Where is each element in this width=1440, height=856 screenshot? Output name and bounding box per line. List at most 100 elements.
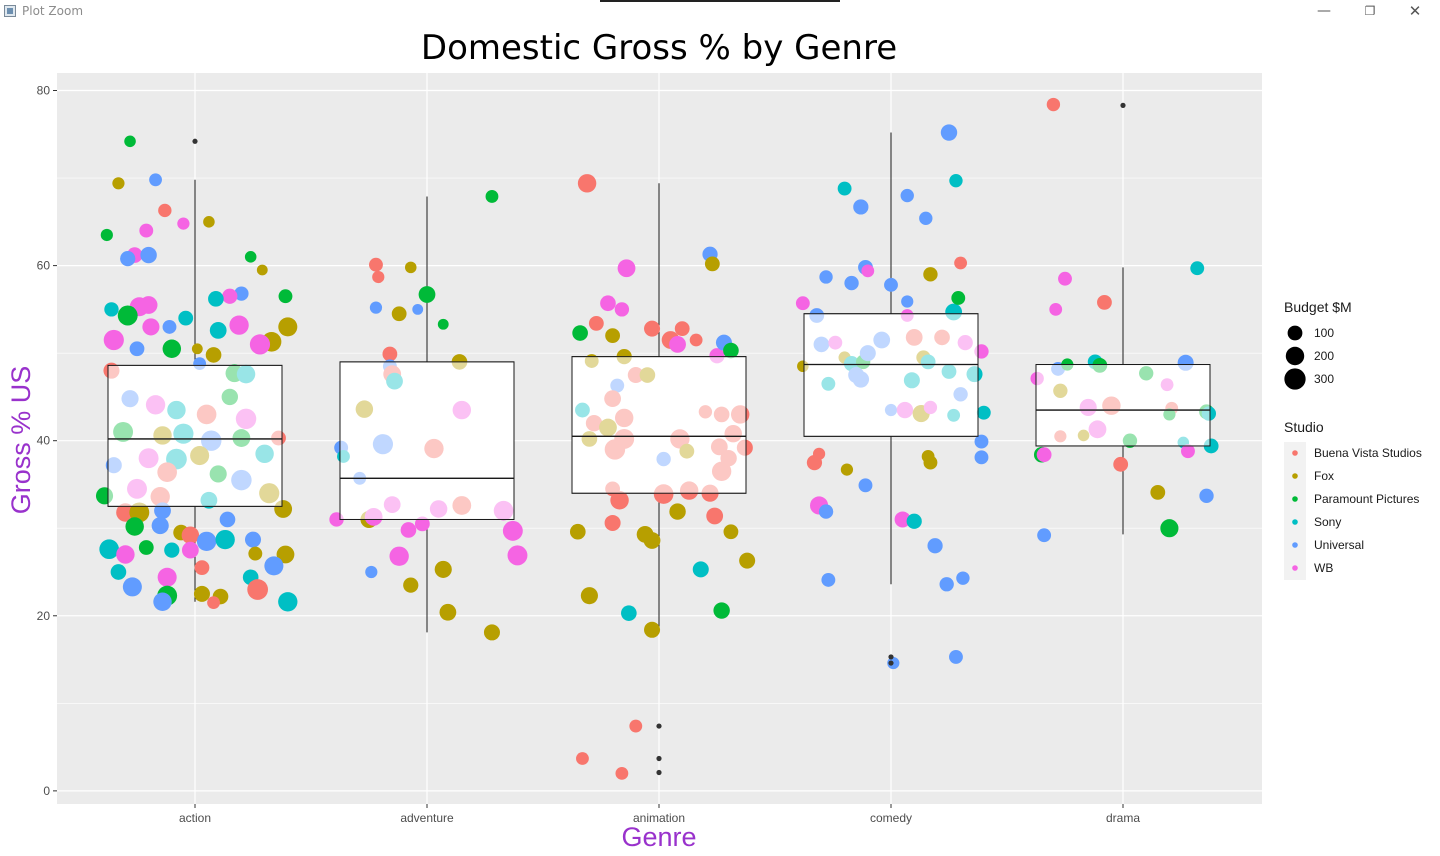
data-point <box>577 174 597 193</box>
data-point <box>104 302 119 317</box>
data-point <box>1097 294 1112 310</box>
data-point <box>219 511 236 528</box>
outlier-point <box>192 138 198 144</box>
data-point <box>162 339 182 358</box>
title-bar-strip <box>600 0 840 2</box>
data-point <box>956 571 970 585</box>
close-icon[interactable]: ✕ <box>1408 2 1422 20</box>
box-overlay <box>1035 364 1211 447</box>
data-point <box>103 329 124 351</box>
data-point <box>1150 484 1166 500</box>
data-point <box>207 596 220 610</box>
data-point <box>812 447 826 460</box>
data-point <box>203 216 215 228</box>
size-legend-key <box>1287 325 1303 341</box>
data-point <box>689 333 703 347</box>
data-point <box>704 256 720 272</box>
data-point <box>644 621 661 638</box>
data-point <box>1113 456 1129 472</box>
data-point <box>976 405 991 420</box>
data-point <box>939 577 954 592</box>
data-point <box>120 250 136 267</box>
data-point <box>1046 97 1061 112</box>
data-point <box>138 540 154 555</box>
data-point <box>1036 447 1052 463</box>
color-legend-key <box>1292 565 1298 571</box>
data-point <box>278 592 298 612</box>
data-point <box>644 320 661 337</box>
y-tick-label: 20 <box>37 609 51 623</box>
data-point <box>234 286 249 301</box>
data-point <box>569 523 586 540</box>
data-point <box>437 318 449 330</box>
data-point <box>821 572 836 587</box>
data-point <box>1037 528 1052 543</box>
data-point <box>191 343 203 355</box>
window-title-bar: Plot Zoom — ❐ ✕ <box>0 0 1440 22</box>
box-overlay <box>339 361 515 520</box>
data-point <box>837 181 852 196</box>
data-point <box>116 503 135 522</box>
y-tick-label: 60 <box>37 259 51 273</box>
color-legend-key <box>1292 473 1298 479</box>
data-point <box>629 719 643 733</box>
data-point <box>1190 261 1205 276</box>
data-point <box>400 522 417 538</box>
data-point <box>974 434 989 449</box>
data-point <box>940 124 958 141</box>
data-point <box>158 203 172 218</box>
data-point <box>572 325 588 341</box>
data-point <box>116 545 135 564</box>
color-legend-label: Buena Vista Studios <box>1314 446 1422 460</box>
y-tick-label: 40 <box>37 434 51 448</box>
data-point <box>1181 444 1195 459</box>
box-overlay <box>803 313 979 437</box>
data-point <box>249 334 271 355</box>
outlier-point <box>656 769 662 776</box>
x-axis-label: Genre <box>621 822 696 852</box>
data-point <box>139 296 158 314</box>
data-point <box>818 504 834 519</box>
data-point <box>208 291 224 307</box>
y-tick-label: 0 <box>43 784 50 798</box>
data-point <box>949 173 963 188</box>
data-point <box>576 752 589 765</box>
data-point <box>194 560 210 576</box>
restore-icon[interactable]: ❐ <box>1364 4 1376 18</box>
color-legend-label: Paramount Pictures <box>1314 492 1419 506</box>
data-point <box>840 463 854 476</box>
data-point <box>196 531 217 552</box>
data-point <box>894 511 911 528</box>
data-point <box>439 603 457 621</box>
data-point <box>99 539 119 560</box>
data-point <box>193 585 210 602</box>
data-point <box>819 270 833 284</box>
data-point <box>669 336 686 353</box>
data-point <box>140 246 157 264</box>
data-point <box>124 135 136 148</box>
data-point <box>844 275 859 291</box>
data-point <box>643 532 661 549</box>
data-point <box>1058 271 1072 286</box>
data-point <box>142 318 160 336</box>
data-point <box>244 531 262 548</box>
data-point <box>229 315 249 335</box>
data-point <box>974 450 989 465</box>
size-legend-key <box>1284 368 1306 390</box>
data-point <box>278 289 293 304</box>
data-point <box>588 315 604 331</box>
data-point <box>621 605 637 621</box>
color-legend-label: WB <box>1314 561 1333 575</box>
data-point <box>954 256 968 270</box>
data-point <box>1199 488 1214 504</box>
data-point <box>181 526 200 544</box>
data-point <box>605 328 620 344</box>
data-point <box>149 173 162 187</box>
outlier-point <box>656 723 662 729</box>
data-point <box>434 560 452 578</box>
data-point <box>927 538 943 554</box>
outlier-point <box>888 660 894 666</box>
minimize-icon[interactable]: — <box>1317 3 1331 19</box>
size-legend-title: Budget $M <box>1284 299 1352 315</box>
